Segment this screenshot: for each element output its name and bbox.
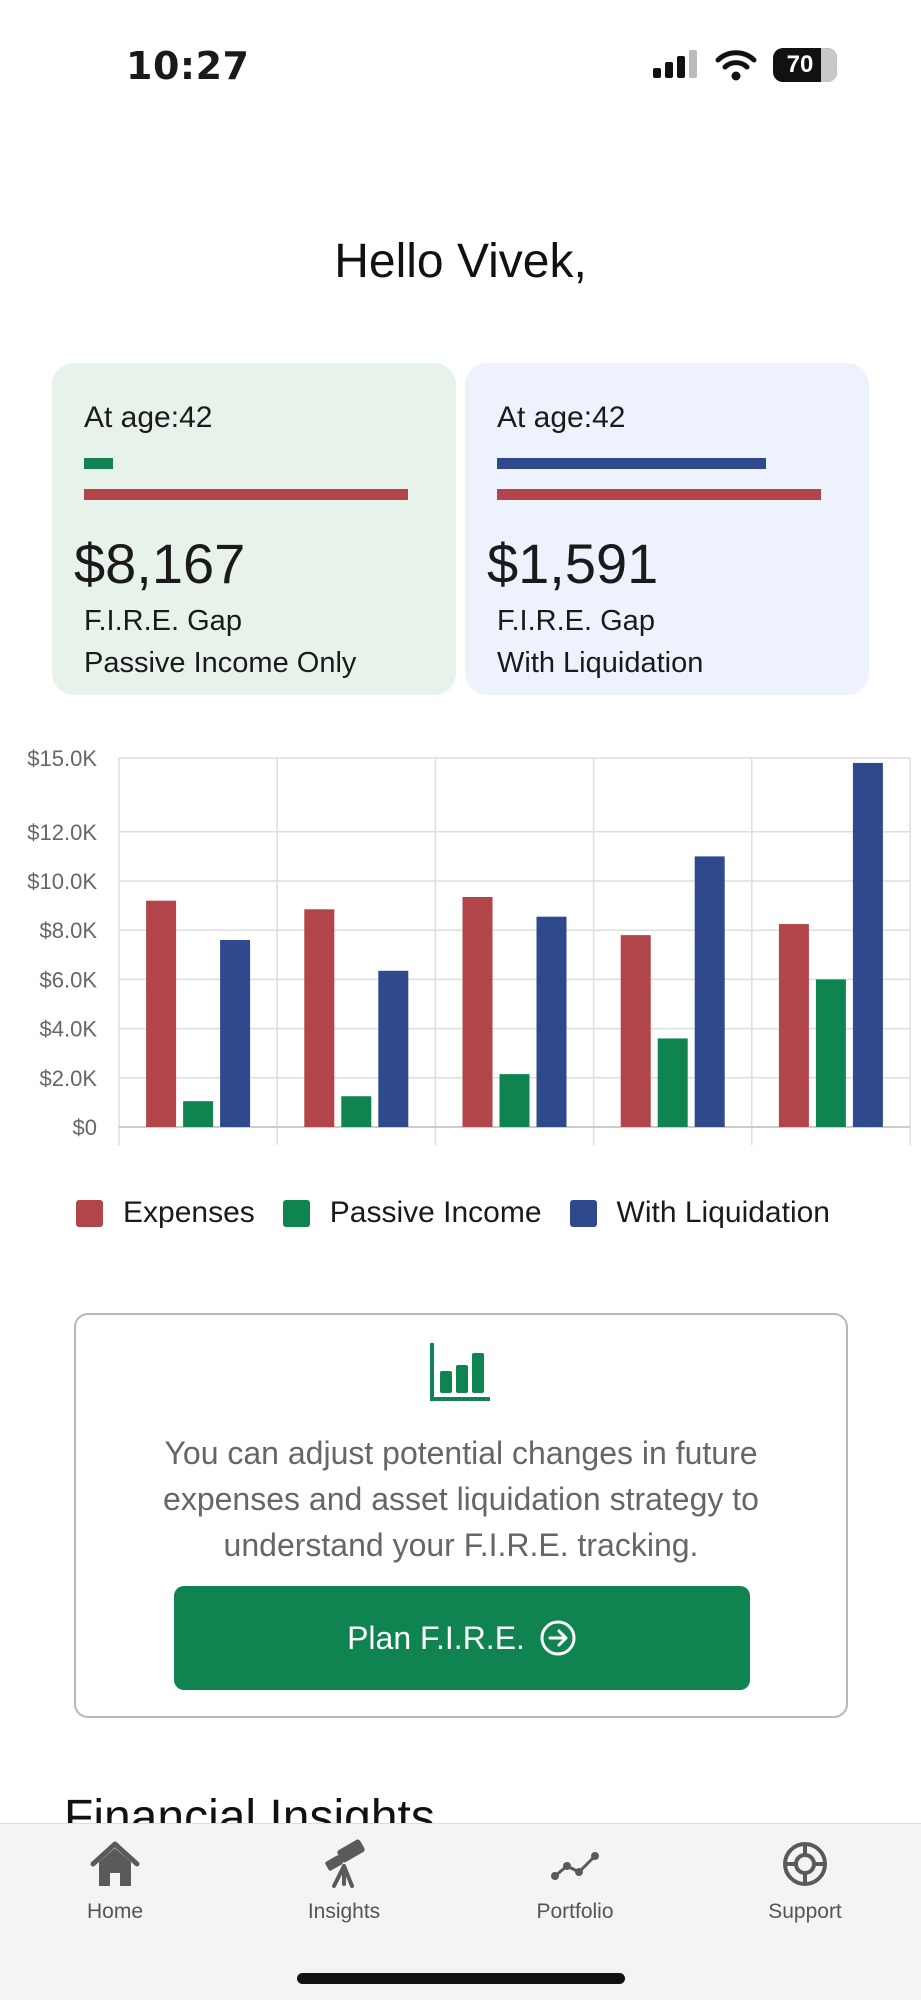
legend-item-expenses[interactable]: Expenses: [76, 1196, 255, 1230]
y-tick-label: $4.0K: [40, 1017, 98, 1042]
greeting: Hello Vivek,: [334, 235, 587, 288]
tab-home[interactable]: Home: [35, 1836, 195, 1924]
bar-passive-income: [815, 979, 846, 1127]
bar-expenses: [304, 909, 335, 1127]
bar-passive-income: [657, 1038, 688, 1127]
y-tick-label: $15.0K: [27, 746, 97, 771]
legend-label: Expenses: [123, 1196, 255, 1229]
home-icon: [90, 1841, 140, 1886]
bar-passive-income: [499, 1074, 530, 1127]
bar-with-liquidation: [378, 970, 409, 1127]
chart-svg: $0 $2.0K $4.0K $6.0K $8.0K $10.0K $12.0K $15.0K…: [27, 746, 911, 1176]
bar-passive-income: [341, 1096, 372, 1127]
expenses-bar: [497, 489, 821, 500]
battery-level: 70: [786, 51, 814, 78]
bar-expenses: [778, 924, 809, 1127]
card-label-line2: With Liquidation: [497, 647, 704, 679]
status-icons: 70: [653, 48, 837, 82]
plan-fire-card: You can adjust potential changes in futu…: [74, 1313, 848, 1718]
legend-label: Passive Income: [329, 1196, 542, 1229]
card-label-line2: Passive Income Only: [84, 647, 357, 679]
legend-item-passive-income[interactable]: Passive Income: [282, 1196, 542, 1230]
plan-fire-button[interactable]: Plan F.I.R.E.: [174, 1586, 750, 1690]
legend-swatch: [282, 1199, 310, 1227]
plan-description: You can adjust potential changes in futu…: [163, 1435, 759, 1563]
card-amount: $1,591: [487, 532, 659, 595]
telescope-icon: [325, 1839, 365, 1888]
home-indicator: [297, 1973, 625, 1984]
fire-bar-chart: $0 $2.0K $4.0K $6.0K $8.0K $10.0K $12.0K $15.0K…: [0, 730, 921, 1176]
bar-with-liquidation: [220, 940, 251, 1127]
status-time: 10:27: [126, 44, 250, 88]
bar-chart-icon: [430, 1343, 490, 1401]
lifebuoy-icon: [783, 1842, 827, 1886]
legend-item-with-liquidation[interactable]: With Liquidation: [569, 1196, 830, 1230]
legend-label: With Liquidation: [616, 1196, 830, 1229]
status-bar: 10:27 70: [0, 0, 921, 130]
battery-indicator: 70: [773, 48, 837, 82]
y-tick-label: $12.0K: [27, 820, 97, 845]
tab-label: Portfolio: [536, 1900, 614, 1923]
legend-swatch: [569, 1199, 597, 1227]
y-tick-label: $0: [73, 1115, 97, 1140]
bar-expenses: [620, 935, 651, 1127]
tab-insights[interactable]: Insights: [264, 1836, 424, 1924]
y-tick-label: $6.0K: [40, 967, 98, 992]
card-label-line1: F.I.R.E. Gap: [84, 605, 242, 637]
cellular-signal-icon: [653, 50, 697, 78]
wifi-icon: [715, 50, 757, 81]
arrow-circle-right-icon: [540, 1620, 576, 1656]
card-amount: $8,167: [74, 532, 246, 595]
tab-label: Support: [768, 1900, 842, 1923]
fire-gap-liquidation-card[interactable]: At age:42 $1,591 F.I.R.E. Gap With Liqui…: [465, 363, 869, 695]
bar-expenses: [462, 896, 493, 1127]
y-tick-label: $10.0K: [27, 869, 97, 894]
bar-with-liquidation: [852, 762, 883, 1127]
bar-expenses: [146, 900, 177, 1127]
tab-support[interactable]: Support: [725, 1836, 885, 1924]
line-chart-icon: [551, 1852, 599, 1880]
bar-with-liquidation: [536, 916, 567, 1127]
bar-with-liquidation: [694, 856, 725, 1127]
y-tick-label: $2.0K: [40, 1066, 98, 1091]
card-label-line1: F.I.R.E. Gap: [497, 605, 655, 637]
passive-progress-bar: [84, 458, 113, 469]
expenses-bar: [84, 489, 408, 500]
card-age-label: At age:42: [497, 401, 626, 434]
y-tick-label: $8.0K: [40, 918, 98, 943]
legend-swatch: [76, 1199, 103, 1227]
tab-label: Insights: [307, 1900, 381, 1923]
tab-label: Home: [86, 1900, 144, 1923]
bar-passive-income: [183, 1101, 214, 1127]
fire-gap-passive-card[interactable]: At age:42 $8,167 F.I.R.E. Gap Passive In…: [52, 363, 456, 695]
liquidation-progress-bar: [497, 458, 766, 469]
plan-fire-button-label: Plan F.I.R.E.: [347, 1619, 525, 1656]
bottom-tab-bar: Home Insights Portfolio Support: [0, 1823, 921, 2000]
chart-legend: Expenses Passive Income With Liquidation: [76, 1196, 858, 1230]
card-age-label: At age:42: [84, 401, 213, 434]
tab-portfolio[interactable]: Portfolio: [495, 1836, 655, 1924]
